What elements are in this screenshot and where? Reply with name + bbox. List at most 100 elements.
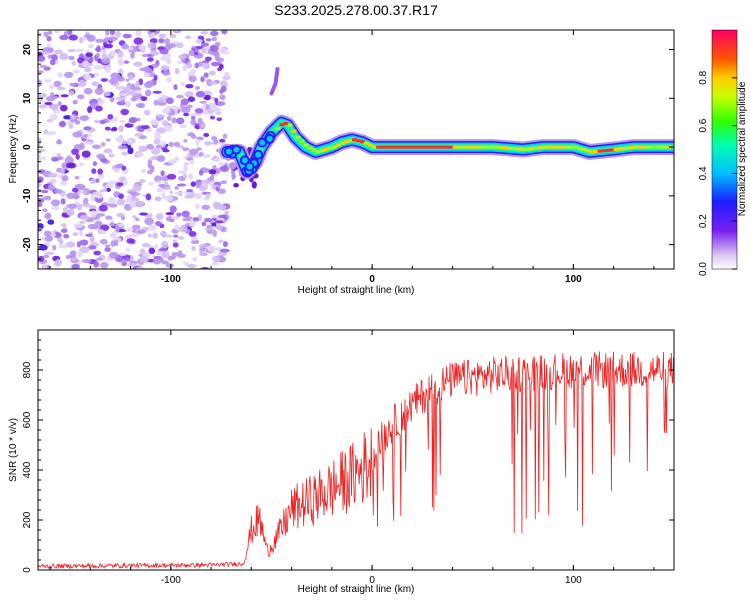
ridge-core-cell [347, 139, 353, 143]
noise-blob [108, 36, 118, 42]
y-tick-label: 800 [22, 361, 33, 378]
noise-blob [184, 195, 194, 199]
noise-blob [109, 222, 115, 227]
ridge-core-cell [661, 145, 667, 149]
noise-blob [86, 34, 96, 42]
noise-blob [38, 255, 45, 262]
noise-blob [58, 121, 67, 128]
noise-blob [162, 149, 170, 153]
ridge-core-cell [452, 145, 458, 149]
noise-blob [165, 234, 173, 238]
ridge-core-cell [601, 149, 607, 153]
noise-blob [194, 62, 200, 69]
noise-blob [97, 101, 103, 107]
noise-blob [42, 156, 47, 160]
noise-blob [108, 203, 118, 208]
noise-blob [100, 78, 109, 82]
noise-blob [164, 38, 171, 45]
noise-blob [57, 101, 62, 107]
noise-blob [135, 80, 140, 88]
noise-blob [224, 210, 230, 215]
ridge-core-cell [311, 148, 317, 152]
noise-blob [201, 47, 206, 54]
noise-blob [210, 30, 219, 37]
noise-blob [169, 205, 177, 213]
noise-blob [159, 231, 167, 237]
ridge-core-cell [372, 145, 378, 149]
noise-blob [109, 232, 117, 239]
noise-blob [139, 248, 146, 254]
noise-blob [176, 42, 184, 48]
ridge-core-cell [645, 145, 651, 149]
noise-blob [42, 208, 48, 212]
noise-blob [70, 119, 79, 123]
noise-blob [47, 219, 55, 225]
noise-blob [176, 94, 184, 99]
noise-blob [104, 244, 111, 248]
noise-blob [204, 94, 211, 101]
noise-blob [182, 64, 188, 72]
ridge-core-cell [428, 145, 434, 149]
ridge-core-cell [376, 145, 382, 149]
noise-blob [47, 30, 53, 35]
noise-blob [67, 30, 73, 36]
ridge-core-cell [561, 145, 567, 149]
noise-blob [185, 84, 194, 89]
noise-blob [147, 159, 153, 166]
noise-blob [109, 50, 116, 57]
noise-blob [129, 200, 139, 208]
noise-blob [147, 224, 157, 231]
noise-blob [128, 191, 138, 195]
ridge-core-cell [352, 138, 357, 142]
noise-blob [83, 73, 92, 81]
noise-blob [177, 236, 185, 240]
noise-blob [219, 47, 227, 54]
ridge-core-cell [553, 145, 559, 149]
spectrogram-frame [37, 29, 675, 270]
ridge-blob [253, 149, 264, 160]
noise-blob [125, 100, 131, 108]
ridge-core-cell [613, 148, 619, 151]
noise-blob [43, 230, 52, 237]
noise-blob [46, 36, 52, 42]
noise-blob [81, 259, 92, 263]
noise-blob [106, 138, 111, 142]
noise-blob [123, 60, 130, 64]
noise-blob [198, 61, 203, 67]
noise-blob [38, 32, 42, 37]
y-tick-label: 0 [22, 567, 33, 573]
noise-blob [174, 191, 183, 195]
noise-blob [123, 257, 131, 262]
noise-blob [100, 158, 108, 163]
x-tick-label: 100 [565, 274, 582, 285]
ridge-core-cell [287, 123, 293, 127]
noise-blob [68, 55, 75, 61]
noise-blob [57, 72, 64, 78]
snr-frame [37, 329, 675, 571]
noise-blob [220, 180, 228, 184]
noise-blob [176, 212, 182, 217]
noise-blob [121, 140, 128, 145]
noise-blob [188, 75, 197, 83]
ridge-core-cell [291, 129, 297, 133]
noise-blob [53, 80, 62, 88]
noise-blob [79, 229, 84, 237]
snr-content [38, 351, 674, 570]
noise-blob [150, 50, 160, 56]
noise-blob [166, 58, 172, 65]
noise-blob [116, 212, 125, 218]
ridge-core-cell [517, 147, 522, 151]
noise-blob [204, 90, 212, 95]
ridge-core-cell [488, 145, 494, 149]
noise-blob [190, 239, 200, 245]
noise-blob [69, 90, 74, 96]
noise-blob [172, 242, 179, 248]
ridge-core-cell [400, 145, 406, 149]
ridge-core-cell [513, 147, 518, 151]
noise-blob [99, 238, 108, 245]
noise-blob [60, 104, 68, 112]
noise-blob [106, 187, 111, 192]
noise-blob [233, 183, 239, 188]
noise-blob [183, 139, 188, 143]
